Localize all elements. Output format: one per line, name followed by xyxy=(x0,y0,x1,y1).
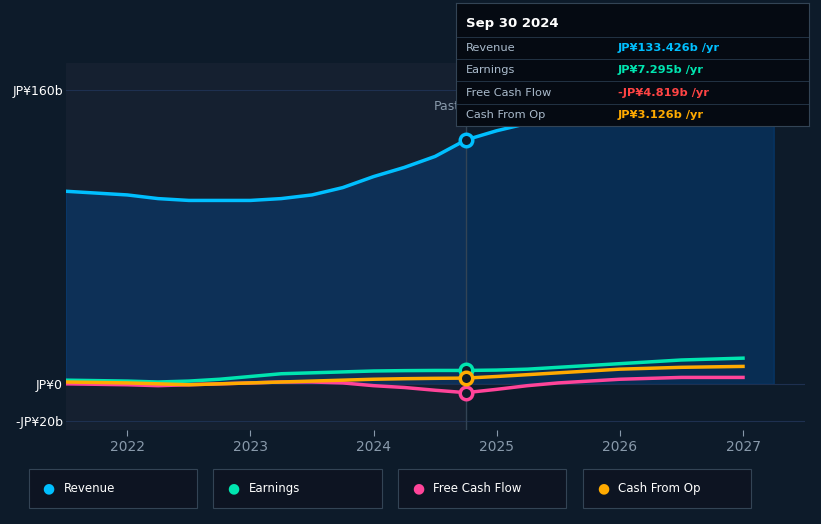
Text: Past: Past xyxy=(433,100,460,113)
Text: ●: ● xyxy=(597,482,609,495)
Text: Cash From Op: Cash From Op xyxy=(466,110,546,119)
Text: ●: ● xyxy=(227,482,240,495)
Text: ●: ● xyxy=(412,482,424,495)
Text: -JP¥4.819b /yr: -JP¥4.819b /yr xyxy=(618,88,709,97)
Text: Earnings: Earnings xyxy=(249,482,300,495)
Text: Cash From Op: Cash From Op xyxy=(618,482,700,495)
Text: JP¥7.295b /yr: JP¥7.295b /yr xyxy=(618,66,704,75)
Text: JP¥133.426b /yr: JP¥133.426b /yr xyxy=(618,43,720,53)
Text: Revenue: Revenue xyxy=(466,43,516,53)
Text: Free Cash Flow: Free Cash Flow xyxy=(466,88,552,97)
Text: Sep 30 2024: Sep 30 2024 xyxy=(466,17,559,30)
Text: Analysts Forecasts: Analysts Forecasts xyxy=(472,100,589,113)
Text: Revenue: Revenue xyxy=(64,482,116,495)
Text: ●: ● xyxy=(43,482,55,495)
Bar xyxy=(466,63,805,430)
Text: JP¥3.126b /yr: JP¥3.126b /yr xyxy=(618,110,704,119)
Text: Free Cash Flow: Free Cash Flow xyxy=(433,482,522,495)
Bar xyxy=(66,63,466,430)
Text: Earnings: Earnings xyxy=(466,66,516,75)
